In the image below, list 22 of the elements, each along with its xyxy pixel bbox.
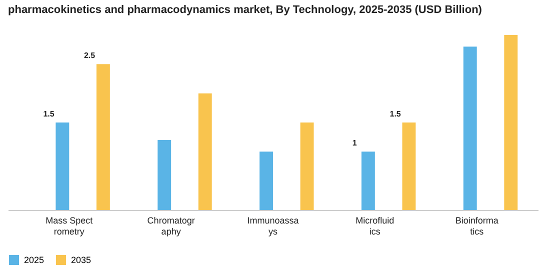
data-label: 1.5	[43, 110, 55, 118]
x-tick-label: Immunoassays	[247, 216, 299, 236]
bar	[504, 35, 518, 210]
bar	[158, 140, 172, 210]
bar	[463, 46, 477, 210]
bar	[402, 122, 416, 210]
bar	[56, 122, 70, 210]
data-label: 1	[352, 138, 358, 148]
x-tick-label: Bioinformatics	[455, 216, 498, 236]
bar	[96, 64, 110, 210]
legend-label: 2025	[24, 255, 44, 265]
x-tick-label: Mass Spectrometry	[46, 216, 94, 236]
data-label: 2.5	[84, 51, 96, 60]
legend-label: 2035	[71, 255, 92, 265]
bar	[198, 93, 212, 210]
bar	[300, 122, 314, 210]
bar	[260, 152, 273, 210]
x-tick-label: Microfluidics	[356, 216, 394, 236]
chart-title: pharmacokinetics and pharmacodynamics market, By Technology, 2025-2035 (USD Billion)	[8, 4, 482, 16]
data-label: 1.5	[390, 110, 402, 118]
x-tick-label: Chromatography	[147, 216, 195, 236]
bar	[361, 152, 375, 210]
